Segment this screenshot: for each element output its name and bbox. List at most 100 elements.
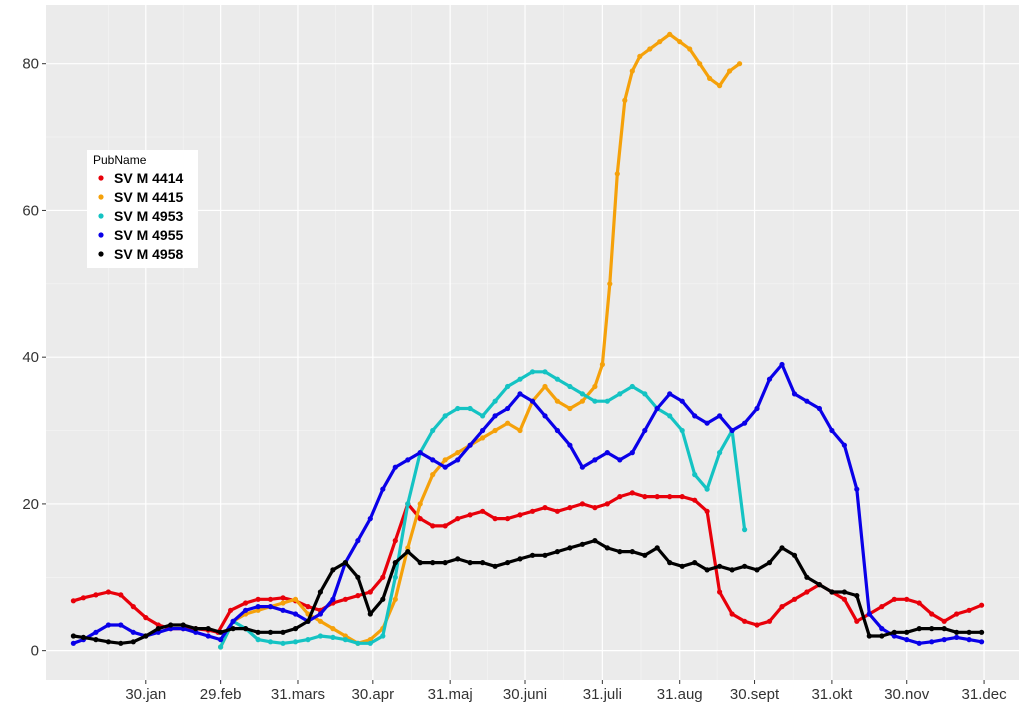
data-point	[567, 405, 573, 412]
data-point	[891, 596, 897, 602]
data-point	[480, 508, 486, 514]
data-point	[305, 604, 311, 610]
data-point	[392, 574, 398, 580]
data-point	[904, 629, 910, 635]
data-point	[816, 405, 823, 412]
y-tick-label: 60	[22, 202, 39, 219]
data-point	[218, 637, 224, 643]
legend-label: SV M 4953	[114, 208, 183, 224]
data-point	[455, 556, 461, 562]
data-point	[979, 629, 985, 635]
data-point	[629, 549, 635, 555]
data-point	[929, 639, 935, 645]
data-point	[637, 53, 643, 60]
data-point	[614, 171, 620, 177]
data-point	[567, 442, 573, 448]
legend-key	[98, 194, 104, 200]
data-point	[392, 560, 398, 566]
data-point	[305, 637, 311, 643]
data-point	[305, 618, 311, 624]
data-point	[717, 450, 723, 456]
data-point	[816, 582, 823, 588]
data-point	[966, 637, 972, 643]
data-point	[118, 592, 124, 598]
data-point	[70, 633, 76, 639]
data-point	[529, 508, 536, 514]
data-point	[417, 450, 423, 456]
data-point	[692, 413, 698, 419]
data-point	[542, 369, 548, 375]
data-point	[654, 494, 660, 500]
data-point	[405, 549, 411, 555]
data-point	[455, 516, 461, 522]
series	[70, 538, 985, 646]
data-point	[954, 634, 960, 641]
data-point	[355, 574, 361, 580]
data-point	[542, 413, 548, 419]
data-point	[230, 618, 236, 624]
data-point	[604, 545, 610, 551]
data-point	[629, 490, 635, 496]
data-point	[879, 633, 885, 639]
data-point	[599, 361, 606, 368]
data-point	[442, 413, 448, 419]
data-point	[592, 383, 598, 390]
data-point	[292, 596, 299, 602]
data-point	[130, 629, 136, 635]
data-point	[267, 639, 274, 645]
data-point	[442, 560, 448, 566]
data-point	[105, 639, 111, 645]
data-point	[367, 640, 373, 646]
data-point	[330, 567, 336, 573]
data-point	[642, 494, 648, 500]
data-point	[105, 622, 111, 628]
data-point	[729, 567, 735, 573]
data-point	[430, 472, 436, 478]
data-point	[579, 541, 586, 547]
x-axis: 30.jan 29.feb 31.mars 30.apr 31.maj 30.juni 31…	[125, 680, 1007, 703]
data-point	[979, 639, 985, 645]
data-point	[554, 376, 561, 382]
data-point	[480, 435, 486, 441]
data-point	[517, 427, 523, 434]
data-point	[742, 420, 748, 426]
data-point	[754, 567, 760, 573]
y-axis: 0 20 40 60 80	[22, 56, 46, 660]
data-point	[442, 457, 448, 463]
data-point	[529, 398, 536, 404]
data-point	[717, 563, 723, 569]
data-point	[554, 427, 561, 434]
data-point	[355, 538, 361, 544]
y-tick-label: 0	[31, 643, 39, 660]
legend-key	[98, 213, 104, 219]
x-tick-label: 29.feb	[200, 686, 242, 703]
data-point	[317, 633, 323, 639]
x-tick-label: 30.nov	[884, 686, 930, 703]
data-point	[255, 604, 261, 610]
data-point	[622, 97, 628, 103]
data-point	[779, 361, 785, 368]
data-point	[754, 405, 760, 412]
data-point	[267, 604, 274, 610]
data-point	[230, 626, 236, 632]
legend-key	[98, 232, 104, 238]
data-point	[679, 398, 685, 404]
legend-label: SV M 4414	[114, 170, 183, 186]
data-point	[617, 549, 623, 555]
data-point	[70, 598, 76, 604]
data-point	[70, 640, 76, 646]
data-point	[517, 376, 523, 382]
grid-major	[46, 5, 1019, 680]
data-point	[417, 501, 423, 507]
data-point	[517, 391, 523, 397]
x-tick-label: 31.maj	[428, 686, 473, 703]
data-point	[143, 633, 149, 639]
data-point	[707, 75, 713, 81]
data-point	[168, 622, 174, 628]
x-tick-label: 30.sept	[730, 686, 780, 703]
data-point	[330, 634, 336, 641]
data-point	[642, 391, 648, 397]
data-point	[80, 634, 86, 641]
data-point	[554, 398, 561, 404]
